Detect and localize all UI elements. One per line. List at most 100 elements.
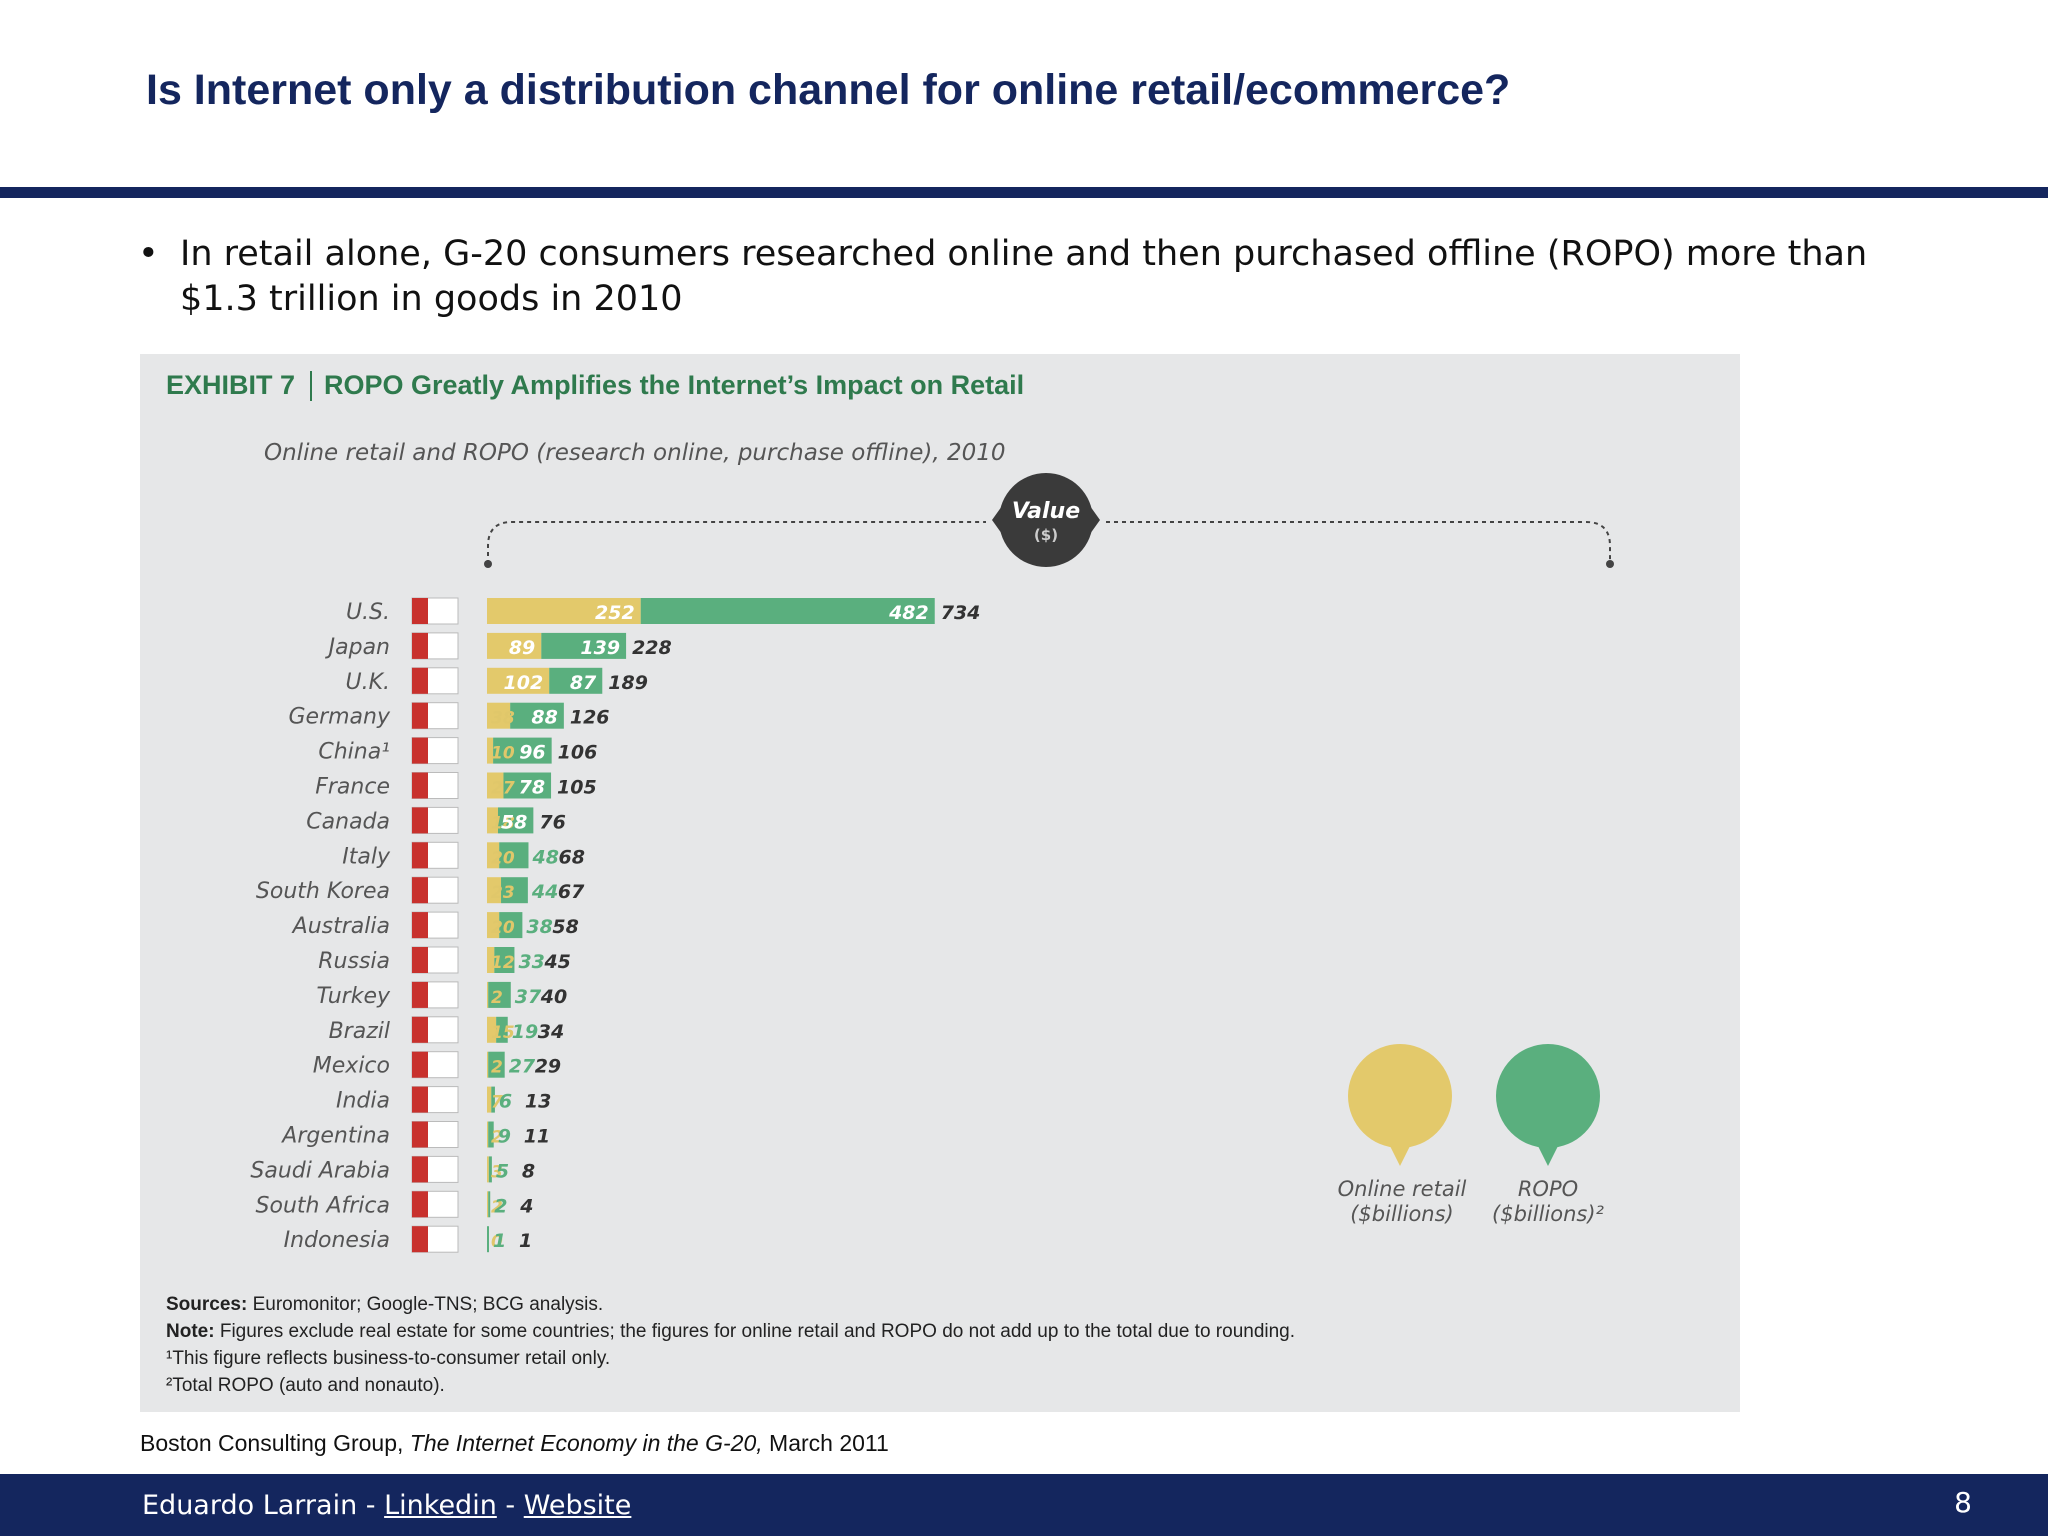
source-citation: Boston Consulting Group, The Internet Ec… — [140, 1430, 889, 1457]
country-label: Canada — [306, 809, 390, 834]
country-label: Turkey — [316, 984, 390, 1009]
bar-ropo — [488, 1121, 494, 1148]
total-value-label: 105 — [557, 777, 597, 799]
bar-online-retail — [487, 1086, 492, 1113]
ropo-value-label: 5 — [496, 1160, 509, 1182]
country-label: Germany — [288, 705, 390, 730]
flag-stripe — [412, 947, 428, 973]
exhibit-label: EXHIBIT 7 — [166, 370, 295, 400]
bar-online-retail — [487, 598, 641, 624]
ropo-value-label: 482 — [888, 602, 929, 624]
value-badge-unit: ($) — [1034, 526, 1058, 544]
total-value-label: 34 — [538, 1021, 564, 1043]
note-text: Figures exclude real estate for some cou… — [215, 1321, 1295, 1342]
total-value-label: 106 — [558, 742, 598, 764]
ropo-value-label: 96 — [519, 742, 545, 764]
total-value-label: 4 — [519, 1195, 533, 1217]
source-title: The Internet Economy in the G-20, — [409, 1430, 763, 1456]
country-label: Italy — [342, 844, 391, 869]
bar-ropo — [487, 1226, 489, 1253]
bar-ropo — [541, 632, 627, 659]
flag-stripe — [412, 1226, 428, 1253]
total-value-label: 68 — [558, 846, 584, 868]
bar-ropo — [497, 807, 534, 834]
country-label: U.K. — [345, 670, 390, 695]
ropo-value-label: 27 — [509, 1056, 536, 1078]
total-value-label: 126 — [570, 707, 610, 729]
bar-ropo — [640, 598, 935, 624]
legend: Online retail ($billions) ROPO ($billion… — [1338, 1044, 1605, 1226]
flag-stripe — [412, 1156, 428, 1183]
bar-online-retail — [487, 807, 498, 834]
ropo-value-label: 19 — [512, 1021, 538, 1043]
bar-ropo — [491, 1086, 495, 1113]
value-bracket-right — [1106, 521, 1611, 564]
chart-title: ROPO Greatly Amplifies the Internet’s Im… — [324, 370, 1024, 400]
country-label: India — [336, 1089, 390, 1114]
footer-author: Eduardo Larrain - Linkedin - Website — [142, 1490, 631, 1521]
legend-online-line2: ($billions) — [1350, 1202, 1454, 1226]
ropo-value-label: 88 — [531, 707, 557, 729]
country-label: South Korea — [256, 879, 390, 904]
bar-ropo — [496, 1016, 508, 1043]
footnote-1: ¹This figure reflects business-to-consum… — [166, 1348, 610, 1369]
bar-ropo — [488, 1156, 492, 1183]
title-rule — [0, 187, 2048, 198]
online-value-label: 7 — [491, 1093, 503, 1113]
bar-online-retail — [487, 842, 500, 869]
footer-author-name: Eduardo Larrain - — [142, 1490, 385, 1521]
value-badge-circle — [999, 473, 1093, 567]
ropo-value-label: 87 — [570, 672, 597, 694]
country-label: South Africa — [256, 1193, 390, 1218]
bullet-text: In retail alone, G-20 consumers research… — [180, 234, 1868, 319]
sources-note: Sources: Euromonitor; Google-TNS; BCG an… — [166, 1294, 603, 1315]
total-value-label: 1 — [519, 1230, 532, 1252]
ropo-value-label: 38 — [526, 916, 552, 938]
bar-ropo — [488, 981, 511, 1008]
ropo-value-label: 78 — [519, 777, 545, 799]
total-value-label: 29 — [535, 1056, 561, 1078]
bar-online-retail — [487, 632, 542, 659]
ropo-value-label: 9 — [498, 1126, 511, 1148]
bar-ropo — [501, 877, 528, 904]
linkedin-link[interactable]: Linkedin — [384, 1490, 497, 1521]
country-label: Russia — [318, 949, 390, 974]
bar-online-retail — [487, 1051, 489, 1078]
bar-ropo — [493, 737, 552, 764]
bar-online-retail — [487, 981, 489, 1008]
ropo-value-label: 58 — [501, 811, 527, 833]
online-value-label: 2 — [491, 1197, 503, 1217]
ropo-value-label: 6 — [499, 1091, 512, 1113]
flag-stripe — [412, 1086, 428, 1113]
website-link[interactable]: Website — [523, 1490, 632, 1521]
online-value-label: 2 — [491, 988, 503, 1008]
ropo-value-label: 1 — [493, 1230, 506, 1252]
page-number: 8 — [1954, 1486, 1972, 1519]
bar-ropo — [510, 702, 564, 729]
online-value-label: 10 — [491, 744, 515, 764]
bar-ropo — [488, 1191, 491, 1218]
online-value-label: 15 — [491, 1023, 515, 1043]
bar-online-retail — [487, 1191, 489, 1218]
source-prefix: Boston Consulting Group, — [140, 1430, 410, 1456]
ropo-value-label: 139 — [580, 637, 620, 659]
bar-online-retail — [487, 912, 500, 939]
flag-stripe — [412, 772, 428, 799]
bullet-dot-icon: • — [138, 234, 159, 274]
country-label: Australia — [291, 914, 390, 939]
flag-stripe — [412, 1016, 428, 1043]
flag-stripe — [412, 598, 428, 624]
bar-ropo — [494, 947, 515, 973]
chart-svg: EXHIBIT 7 ROPO Greatly Amplifies the Int… — [166, 370, 1614, 1396]
ropo-value-label: 44 — [531, 881, 558, 903]
footer-bar: Eduardo Larrain - Linkedin - Website 8 — [0, 1474, 2048, 1536]
online-value-label: 2 — [491, 1128, 503, 1148]
flag-stripe — [412, 1191, 428, 1218]
sources-label: Sources: — [166, 1294, 247, 1315]
total-value-label: 8 — [522, 1160, 535, 1182]
country-label: France — [315, 775, 390, 800]
exhibit-chart: EXHIBIT 7 ROPO Greatly Amplifies the Int… — [140, 354, 1740, 1412]
bar-ropo — [499, 912, 523, 939]
footnote-2: ²Total ROPO (auto and nonauto). — [166, 1375, 445, 1396]
flag-stripe — [412, 912, 428, 939]
